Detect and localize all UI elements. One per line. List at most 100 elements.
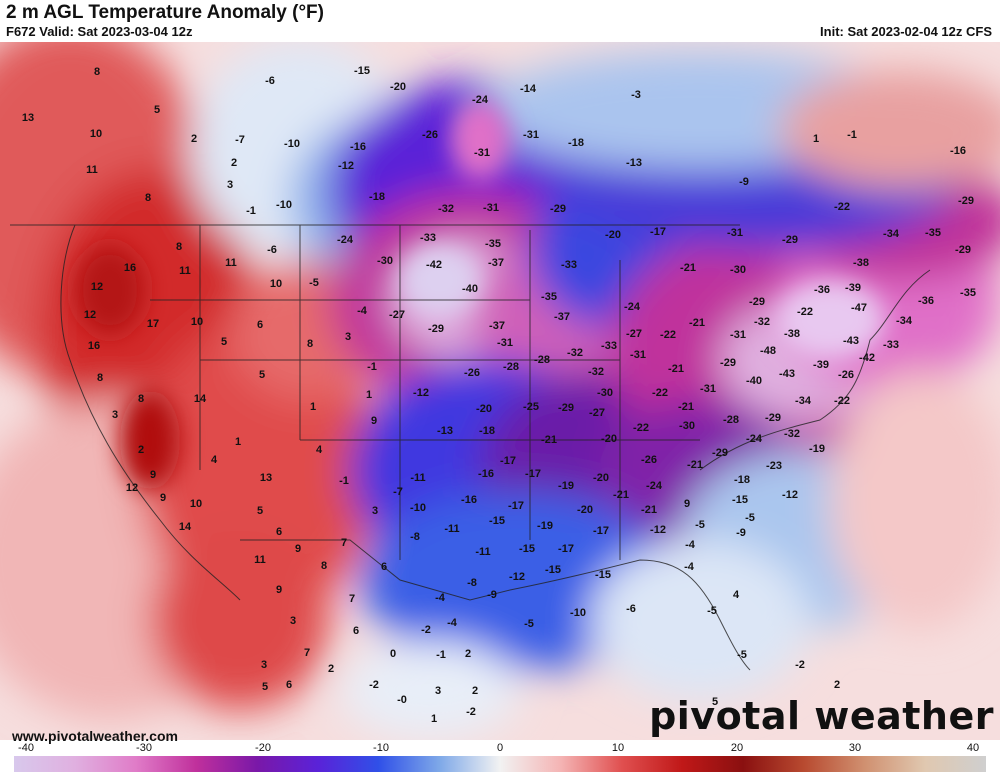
anomaly-value-label: -23 (766, 460, 782, 472)
anomaly-value-label: 9 (295, 543, 301, 555)
anomaly-value-label: -30 (730, 264, 746, 276)
anomaly-value-label: -33 (601, 340, 617, 352)
anomaly-value-label: 0 (390, 648, 396, 660)
anomaly-value-label: 11 (254, 554, 266, 566)
anomaly-value-label: -30 (377, 255, 393, 267)
anomaly-value-label: -22 (834, 201, 850, 213)
anomaly-value-label: -31 (474, 147, 490, 159)
anomaly-value-label: -33 (883, 339, 899, 351)
anomaly-value-label: -8 (467, 577, 477, 589)
anomaly-value-label: 6 (257, 319, 263, 331)
anomaly-value-label: -1 (367, 361, 377, 373)
anomaly-value-label: -31 (497, 337, 513, 349)
anomaly-value-label: -21 (687, 459, 703, 471)
anomaly-value-label: -32 (438, 203, 454, 215)
anomaly-value-label: -10 (284, 138, 300, 150)
anomaly-value-label: -21 (680, 262, 696, 274)
colorbar-tick: 0 (496, 742, 504, 754)
anomaly-value-label: 2 (465, 648, 471, 660)
anomaly-value-label: 16 (88, 340, 100, 352)
anomaly-value-label: -18 (734, 474, 750, 486)
anomaly-value-label: -38 (784, 328, 800, 340)
anomaly-value-label: -16 (461, 494, 477, 506)
anomaly-value-label: -10 (570, 607, 586, 619)
anomaly-value-label: -9 (736, 527, 746, 539)
anomaly-value-label: 3 (345, 331, 351, 343)
anomaly-value-label: -33 (561, 259, 577, 271)
anomaly-value-label: -26 (422, 129, 438, 141)
anomaly-value-label: -29 (712, 447, 728, 459)
anomaly-value-label: -47 (851, 302, 867, 314)
anomaly-value-label: -29 (720, 357, 736, 369)
anomaly-value-label: -21 (689, 317, 705, 329)
anomaly-value-label: 4 (316, 444, 323, 456)
anomaly-value-label: -1 (339, 475, 349, 487)
anomaly-value-label: 12 (91, 281, 103, 293)
anomaly-value-label: 5 (712, 696, 718, 708)
anomaly-value-label: 2 (191, 133, 197, 145)
anomaly-value-label: -13 (626, 157, 642, 169)
anomaly-value-label: -5 (737, 649, 747, 661)
anomaly-value-label: -1 (246, 205, 256, 217)
anomaly-value-label: 11 (225, 257, 237, 269)
anomaly-value-label: -14 (520, 83, 537, 95)
anomaly-value-label: -36 (814, 284, 830, 296)
anomaly-value-label: -35 (541, 291, 557, 303)
anomaly-value-label: -18 (479, 425, 495, 437)
anomaly-value-label: -24 (624, 301, 641, 313)
anomaly-value-label: -5 (309, 277, 319, 289)
anomaly-value-label: -16 (478, 468, 494, 480)
anomaly-value-label: 11 (179, 265, 191, 277)
anomaly-value-label: -19 (537, 520, 553, 532)
anomaly-value-label: 6 (286, 679, 292, 691)
anomaly-value-label: 2 (328, 663, 334, 675)
anomaly-map: 8 -6 -15 -20 -24 -14 -3 5 13 10 2 -7 -10 -16 -26 -31 -31… (0, 42, 1000, 740)
anomaly-value-label: -5 (745, 512, 755, 524)
anomaly-value-label: -31 (727, 227, 743, 239)
anomaly-value-label: -9 (739, 176, 749, 188)
anomaly-value-label: 8 (138, 393, 144, 405)
anomaly-value-label: 3 (372, 505, 378, 517)
anomaly-value-label: 3 (290, 615, 296, 627)
anomaly-value-label: -2 (421, 624, 431, 636)
anomaly-value-label: -29 (550, 203, 566, 215)
anomaly-value-label: 12 (84, 309, 96, 321)
anomaly-value-label: 8 (321, 560, 327, 572)
anomaly-value-label: -42 (859, 352, 875, 364)
colorbar-tick: -20 (255, 742, 271, 754)
anomaly-value-label: 9 (684, 498, 690, 510)
anomaly-value-label: -12 (782, 489, 798, 501)
anomaly-value-label: 10 (90, 128, 102, 140)
anomaly-value-label: -37 (488, 257, 504, 269)
anomaly-value-label: -3 (631, 89, 641, 101)
anomaly-value-label: -12 (650, 524, 666, 536)
anomaly-value-label: 1 (431, 713, 437, 725)
anomaly-value-label: -4 (357, 305, 368, 317)
anomaly-value-label: -22 (797, 306, 813, 318)
anomaly-value-label: -17 (650, 226, 666, 238)
colorbar-tick: 20 (730, 742, 744, 754)
anomaly-value-label: -32 (567, 347, 583, 359)
anomaly-value-label: -39 (845, 282, 861, 294)
anomaly-value-label: -20 (577, 504, 593, 516)
anomaly-value-label: -36 (918, 295, 934, 307)
anomaly-value-label: -20 (593, 472, 609, 484)
anomaly-value-label: 1 (813, 133, 819, 145)
anomaly-value-label: -9 (487, 589, 497, 601)
anomaly-value-label: -8 (410, 531, 420, 543)
anomaly-value-label: -43 (843, 335, 859, 347)
anomaly-value-label: -29 (955, 244, 971, 256)
anomaly-value-label: -34 (896, 315, 913, 327)
anomaly-value-label: -22 (633, 422, 649, 434)
anomaly-value-label: -29 (428, 323, 444, 335)
anomaly-value-label: -5 (707, 605, 717, 617)
anomaly-value-label: -26 (464, 367, 480, 379)
anomaly-value-label: -12 (338, 160, 354, 172)
anomaly-value-label: 6 (353, 625, 359, 637)
anomaly-value-label: -40 (746, 375, 762, 387)
anomaly-value-label: 1 (310, 401, 316, 413)
anomaly-value-label: 10 (270, 278, 282, 290)
anomaly-value-label: 6 (276, 526, 282, 538)
